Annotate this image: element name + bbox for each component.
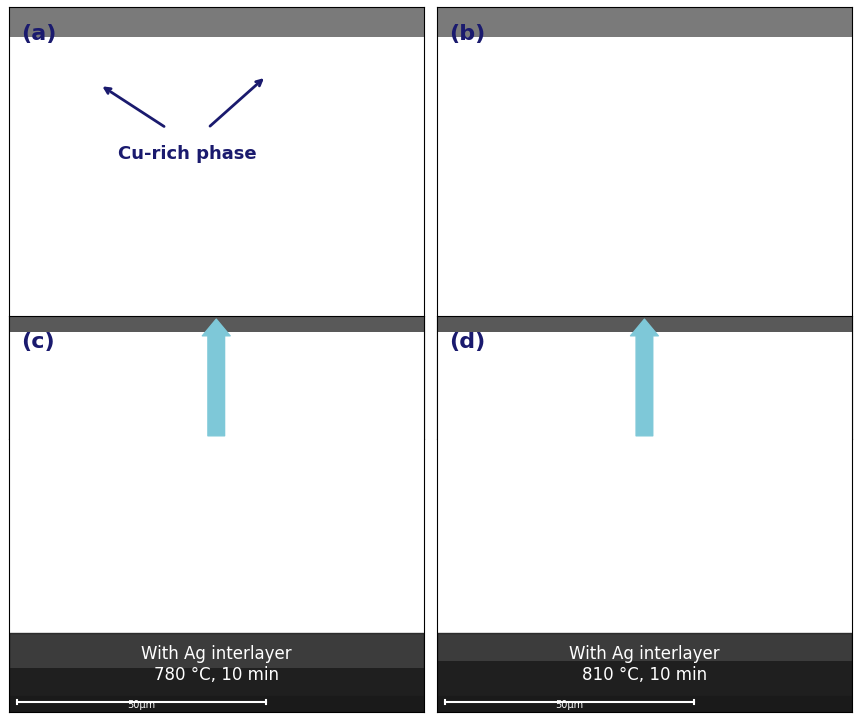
Text: (c): (c) (21, 332, 54, 352)
Bar (9, 404, 424, 439)
Bar (9, 696, 424, 712)
Bar (9, 633, 424, 712)
Bar (437, 696, 852, 712)
Bar (437, 633, 852, 712)
Text: With Ag interlayer
810 °C, 10 min: With Ag interlayer 810 °C, 10 min (569, 645, 720, 684)
Text: 50μm: 50μm (127, 700, 156, 710)
Text: (d): (d) (449, 332, 485, 352)
Text: (b): (b) (449, 24, 485, 45)
Bar (437, 404, 852, 439)
Text: 50μm: 50μm (576, 422, 605, 432)
Text: 50μm: 50μm (555, 700, 584, 710)
Text: (a): (a) (21, 24, 56, 45)
Text: 50μm: 50μm (148, 422, 176, 432)
Text: With Ag interlayer
780 °C, 10 min: With Ag interlayer 780 °C, 10 min (141, 645, 292, 684)
Text: Cu-rich phase: Cu-rich phase (118, 145, 257, 163)
